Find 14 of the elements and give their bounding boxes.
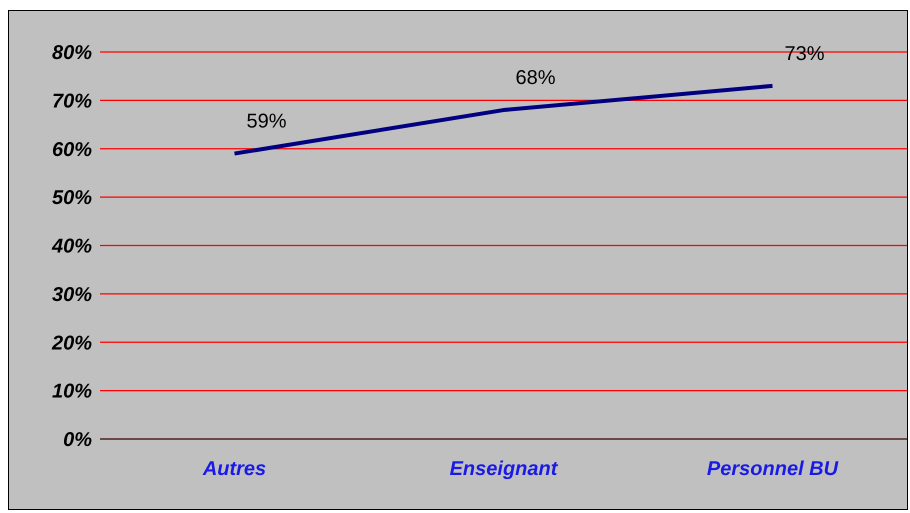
y-tick-label: 40% (50, 236, 92, 258)
y-tick-label: 80% (52, 42, 92, 64)
x-tick-label: Personnel BU (706, 458, 839, 480)
data-label: 68% (515, 67, 556, 90)
y-tick-label: 30% (52, 284, 92, 306)
x-tick-label: Enseignant (450, 458, 559, 480)
x-tick-label: Autres (202, 458, 266, 480)
y-tick-label: 10% (52, 380, 92, 403)
y-tick-label: 70% (52, 90, 92, 112)
data-label: 59% (246, 110, 287, 133)
y-tick-label: 0% (63, 429, 92, 452)
y-tick-label: 20% (50, 332, 92, 354)
y-tick-label: 60% (52, 138, 92, 161)
y-tick-label: 50% (52, 187, 92, 210)
